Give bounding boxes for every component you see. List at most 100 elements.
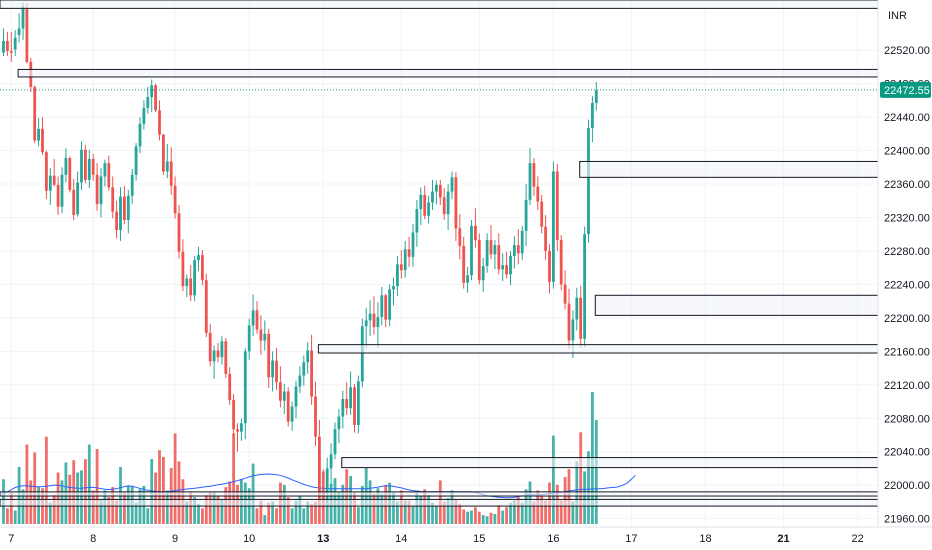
candle-body <box>76 182 79 215</box>
date-tick-label: 9 <box>172 533 178 545</box>
candle-body <box>302 362 306 376</box>
volume-bar <box>232 433 235 524</box>
volume-bar <box>220 499 224 524</box>
candle-body <box>197 255 200 261</box>
candle-body <box>368 313 372 321</box>
price-tick-label: 22440.00 <box>884 112 930 124</box>
candle-body <box>236 429 239 432</box>
volume-bar <box>446 498 450 524</box>
price-axis[interactable]: INR22520.0022480.0022440.0022400.0022360… <box>877 0 932 550</box>
candle-body <box>294 386 298 407</box>
price-tick-label: 22280.00 <box>884 246 930 258</box>
volume-bar <box>454 499 458 524</box>
candle-body <box>442 197 446 215</box>
candle-body <box>146 97 150 108</box>
volume-bar <box>407 500 411 524</box>
time-axis[interactable]: 7 8 9 10 13 14 15 16 17 18 21 22 <box>0 526 932 550</box>
candle-body <box>532 163 536 187</box>
candle-body <box>165 161 169 172</box>
volume-bar <box>165 490 169 524</box>
volume-bar <box>411 506 415 524</box>
candle-body <box>462 245 466 283</box>
candle-body <box>493 245 497 255</box>
candle-body <box>481 266 485 281</box>
candle-body <box>337 416 341 430</box>
volume-bar <box>52 494 56 524</box>
volume-bar <box>45 436 48 524</box>
candle-body <box>103 163 107 177</box>
volume-bar <box>318 489 321 524</box>
volume-bar <box>516 497 520 524</box>
volume-bar <box>306 501 310 524</box>
volume-bar <box>302 508 306 524</box>
volume-bar <box>458 503 462 524</box>
candle-body <box>286 391 290 422</box>
candle-body <box>423 194 427 216</box>
volume-bar <box>9 492 13 524</box>
candle-body <box>25 9 29 62</box>
candle-body <box>376 317 380 328</box>
date-tick-label: 7 <box>8 533 14 545</box>
candle-body <box>72 189 76 215</box>
volume-bar <box>154 472 157 524</box>
volume-bar <box>325 496 329 524</box>
volume-bar <box>99 499 103 524</box>
volume-bar <box>48 502 52 524</box>
candle-body <box>251 310 255 326</box>
volume-bar <box>509 502 512 524</box>
volume-bar <box>212 491 216 524</box>
candle-body <box>263 333 267 341</box>
volume-bar <box>505 507 508 524</box>
candle-body <box>80 149 83 183</box>
candle-body <box>438 184 442 198</box>
volume-bar <box>353 492 356 524</box>
candle-body <box>505 265 508 275</box>
volume-bar <box>485 516 489 524</box>
candle-body <box>271 360 274 378</box>
volume-bar <box>520 502 524 524</box>
candle-body <box>333 429 337 455</box>
volume-bar <box>162 456 165 524</box>
volume-bar <box>501 510 505 524</box>
candle-body <box>396 264 399 287</box>
candle-body <box>162 134 165 172</box>
candle-body <box>536 186 540 202</box>
candle-body <box>528 163 532 200</box>
volume-bar <box>380 493 384 524</box>
candle-body <box>427 202 430 216</box>
volume-bar <box>298 496 302 524</box>
volume-bar <box>158 450 161 524</box>
candle-body <box>60 174 64 207</box>
candle-body <box>548 250 551 282</box>
candle-body <box>243 351 247 424</box>
last-price-badge <box>880 81 931 98</box>
candle-body <box>509 255 512 275</box>
volume-bar <box>474 507 477 524</box>
candle-body <box>212 350 216 362</box>
candle-body <box>380 295 384 318</box>
volume-bar <box>290 508 294 524</box>
volume-bar <box>76 472 79 524</box>
volume-bar <box>123 492 126 524</box>
candle-body <box>282 391 286 401</box>
volume-bar <box>357 507 360 524</box>
volume-bar <box>197 503 200 524</box>
volume-bar <box>310 503 313 524</box>
candle-body <box>579 297 583 339</box>
volume-bar <box>587 451 590 524</box>
zone-box <box>0 491 879 497</box>
candle-body <box>388 289 391 320</box>
candle-body <box>399 264 403 271</box>
candle-body <box>357 381 360 425</box>
candle-body <box>513 245 516 256</box>
candle-body <box>224 341 228 374</box>
zone-box <box>17 68 879 78</box>
candle-body <box>583 234 586 339</box>
volume-bar <box>201 508 204 524</box>
candle-body <box>360 326 364 382</box>
volume-bar <box>552 435 555 524</box>
date-tick-label: 22 <box>851 533 863 545</box>
candle-body <box>567 303 571 341</box>
candle-body <box>477 240 481 281</box>
volume-bar <box>33 452 37 524</box>
